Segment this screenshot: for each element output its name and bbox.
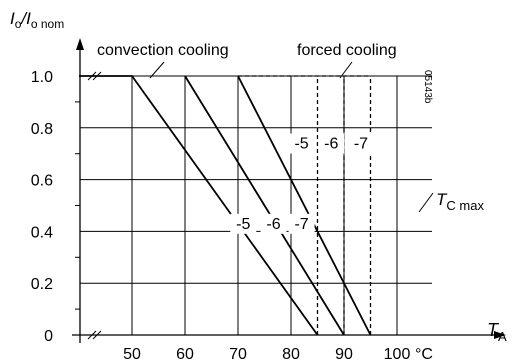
figure-code: 05143b xyxy=(422,70,433,104)
x-unit-label: °C xyxy=(415,346,433,362)
y-axis-arrow xyxy=(76,38,84,50)
annotation-bg xyxy=(260,213,287,234)
y-axis-title: Io/Io nom xyxy=(10,9,64,31)
tick-labels: 0 0.2 0.4 0.6 0.8 1.0 50 60 70 80 90 100 °C xyxy=(31,69,433,362)
series-lines xyxy=(79,75,372,336)
axes xyxy=(72,38,506,343)
x-axis-arrow xyxy=(494,331,506,339)
tc-max-label-sub: C max xyxy=(446,198,484,213)
x-axis-title-sub: A xyxy=(498,329,507,344)
convection-leader xyxy=(149,61,165,79)
y-tick-label: 0.6 xyxy=(31,173,53,190)
y-tick-label: 0.8 xyxy=(31,121,53,138)
y-tick-label: 0.2 xyxy=(31,276,53,293)
curve-variant-label: -6 xyxy=(266,216,280,233)
forced-leader xyxy=(339,61,353,79)
curve-variant-label: -6 xyxy=(324,136,338,153)
y-tick-label: 0 xyxy=(44,328,53,345)
tc-max-label-main: T xyxy=(436,190,448,209)
derating-curve xyxy=(79,75,319,336)
forced-cooling-label: forced cooling xyxy=(297,42,397,59)
y-axis-title-sub2: o nom xyxy=(31,17,64,31)
x-tick-label: 80 xyxy=(282,346,300,362)
axis-break-mark xyxy=(92,71,102,81)
axis-break-mark xyxy=(87,330,97,340)
annotation-bg xyxy=(347,133,374,154)
derating-curve xyxy=(184,75,345,336)
y-axis-title-main: I xyxy=(10,9,15,28)
derating-curve xyxy=(237,75,372,336)
annotation-bg xyxy=(230,213,257,234)
annotation-bg xyxy=(288,213,315,234)
annotation-bg xyxy=(318,133,345,154)
x-tick-label: 70 xyxy=(229,346,247,362)
axis-break-mark xyxy=(92,330,102,340)
curve-variant-label: -5 xyxy=(294,136,308,153)
y-axis-title-sub1: o xyxy=(15,17,22,31)
curve-variant-label: -5 xyxy=(236,216,250,233)
convection-cooling-label: convection cooling xyxy=(97,42,229,59)
curve-variant-label: -7 xyxy=(354,136,368,153)
grid xyxy=(80,75,432,335)
x-axis-title: TA xyxy=(487,320,507,344)
x-tick-label: 100 xyxy=(384,346,411,362)
x-tick-label: 60 xyxy=(176,346,194,362)
x-axis-title-main: T xyxy=(487,320,500,340)
x-tick-label: 50 xyxy=(123,346,141,362)
y-axis-title-sep: /I xyxy=(20,9,31,28)
x-tick-label: 90 xyxy=(335,346,353,362)
tc-max-leader xyxy=(418,192,434,213)
y-tick-label: 0.4 xyxy=(31,224,53,241)
curve-annotations: -5 -6 -7 -5 -6 -7 xyxy=(230,133,374,234)
tc-max-label: TC max xyxy=(436,190,484,213)
curve-variant-label: -7 xyxy=(294,216,308,233)
annotation-bg xyxy=(288,133,315,154)
y-tick-label: 1.0 xyxy=(31,69,53,86)
axis-break-mark xyxy=(87,71,97,81)
